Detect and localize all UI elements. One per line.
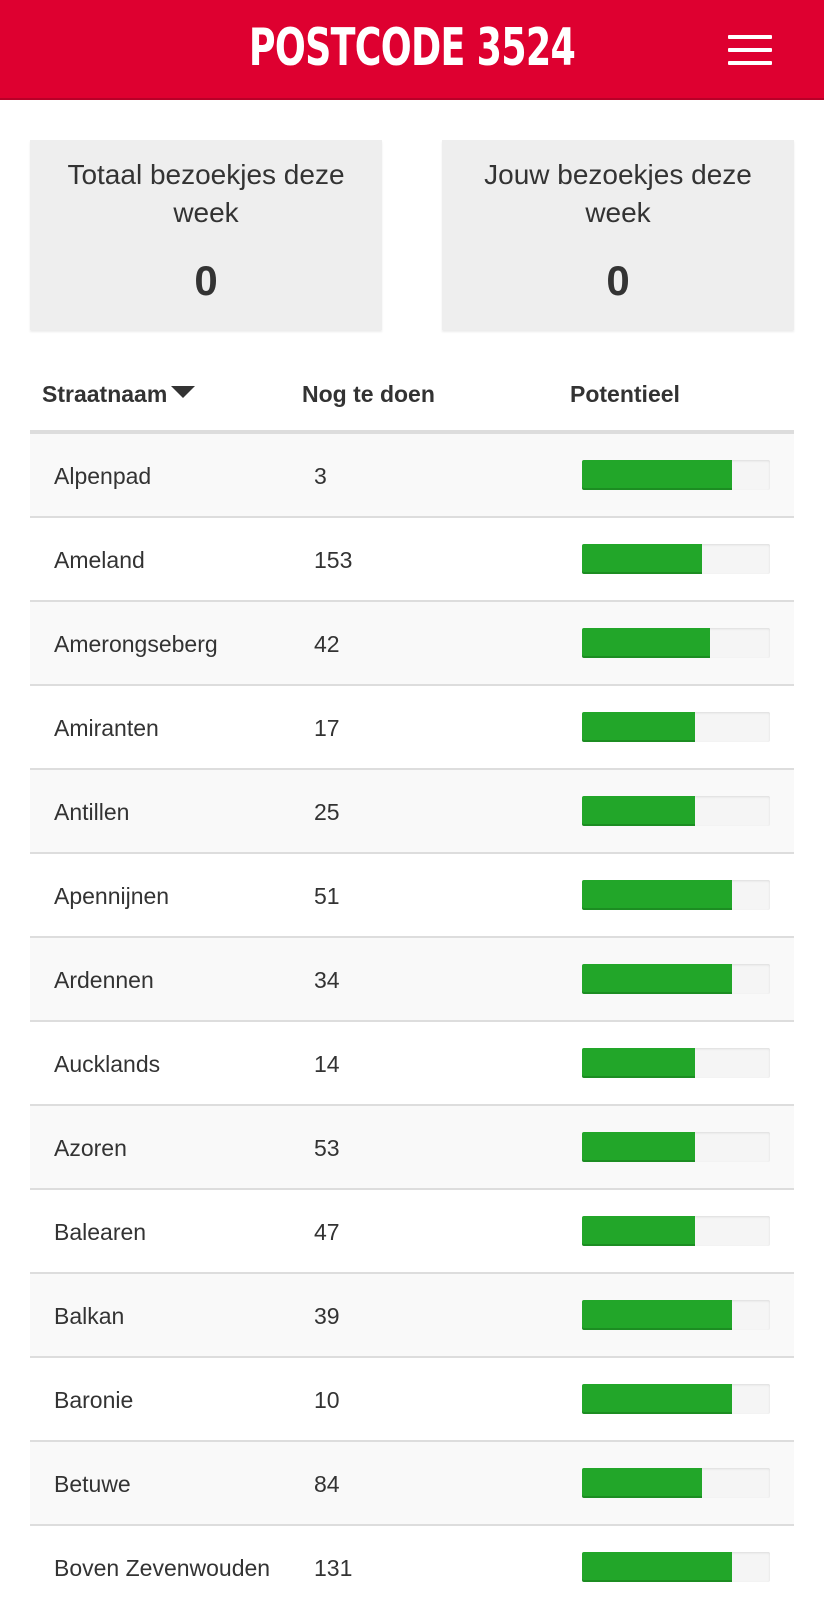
potential-bar: [582, 964, 770, 994]
street-name: Amiranten: [54, 715, 159, 741]
potential-bar: [582, 544, 770, 574]
table-header: Straatnaam Nog te doen Potentieel: [30, 360, 794, 434]
table-row[interactable]: Balkan 39: [30, 1274, 794, 1358]
street-name: Ameland: [54, 547, 145, 573]
todo-count: 10: [314, 1387, 340, 1413]
street-table-body: Alpenpad 3 Ameland 153 Amerongseberg 42 Amiran…: [30, 434, 794, 1600]
your-visits-label: Jouw bezoekjes deze week: [484, 159, 752, 228]
total-visits-value: 0: [194, 257, 218, 304]
potential-bar-fill: [582, 796, 695, 826]
table-row[interactable]: Ardennen 34: [30, 938, 794, 1022]
potential-bar: [582, 796, 770, 826]
street-name: Boven Zevenwouden: [54, 1555, 271, 1581]
street-name: Betuwe: [54, 1471, 131, 1497]
street-name: Ardennen: [54, 967, 154, 993]
table-row[interactable]: Aucklands 14: [30, 1022, 794, 1106]
menu-line: [728, 48, 772, 52]
street-name: Alpenpad: [54, 463, 152, 489]
potential-bar: [582, 1468, 770, 1498]
todo-count: 53: [314, 1135, 340, 1161]
potential-bar-fill: [582, 1552, 732, 1582]
potential-bar: [582, 1384, 770, 1414]
todo-count: 34: [314, 967, 340, 993]
street-name: Baronie: [54, 1387, 134, 1413]
page-title: POSTCODE 3524: [248, 18, 576, 78]
todo-count: 131: [314, 1555, 353, 1581]
potential-bar: [582, 1552, 770, 1582]
potential-bar-fill: [582, 1132, 695, 1162]
potential-bar: [582, 1300, 770, 1330]
street-name: Antillen: [54, 799, 130, 825]
todo-count: 47: [314, 1219, 340, 1245]
todo-count: 17: [314, 715, 340, 741]
street-name: Amerongseberg: [54, 631, 218, 657]
total-visits-card: Totaal bezoekjes deze week 0: [30, 140, 382, 330]
potential-bar: [582, 460, 770, 490]
column-header-street-name-label: Straatnaam: [42, 381, 168, 407]
todo-count: 153: [314, 547, 353, 573]
column-header-potential[interactable]: Potentieel: [570, 381, 680, 407]
potential-bar: [582, 1048, 770, 1078]
table-row[interactable]: Betuwe 84: [30, 1442, 794, 1526]
street-name: Apennijnen: [54, 883, 170, 909]
street-name: Azoren: [54, 1135, 127, 1161]
todo-count: 51: [314, 883, 340, 909]
street-name: Balearen: [54, 1219, 147, 1245]
menu-line: [728, 35, 772, 39]
potential-bar-fill: [582, 880, 732, 910]
street-name: Aucklands: [54, 1051, 161, 1077]
table-row[interactable]: Baronie 10: [30, 1358, 794, 1442]
potential-bar: [582, 1216, 770, 1246]
potential-bar-fill: [582, 1468, 702, 1498]
table-row[interactable]: Azoren 53: [30, 1106, 794, 1190]
potential-bar-fill: [582, 460, 732, 490]
table-row[interactable]: Alpenpad 3: [30, 434, 794, 518]
todo-count: 42: [314, 631, 340, 657]
potential-bar-fill: [582, 964, 732, 994]
potential-bar: [582, 1132, 770, 1162]
column-header-todo[interactable]: Nog te doen: [302, 381, 435, 407]
todo-count: 14: [314, 1051, 340, 1077]
todo-count: 3: [314, 463, 327, 489]
table-row[interactable]: Balearen 47: [30, 1190, 794, 1274]
column-header-street-name[interactable]: Straatnaam: [42, 378, 196, 410]
potential-bar-fill: [582, 1384, 732, 1414]
your-visits-value: 0: [606, 257, 630, 304]
potential-bar-fill: [582, 1300, 732, 1330]
street-name: Balkan: [54, 1303, 125, 1329]
table-row[interactable]: Apennijnen 51: [30, 854, 794, 938]
table-row[interactable]: Amerongseberg 42: [30, 602, 794, 686]
table-row[interactable]: Ameland 153: [30, 518, 794, 602]
table-row[interactable]: Boven Zevenwouden 131: [30, 1526, 794, 1600]
potential-bar-fill: [582, 544, 702, 574]
todo-count: 39: [314, 1303, 340, 1329]
caret-down-icon: [171, 386, 196, 398]
table-row[interactable]: Amiranten 17: [30, 686, 794, 770]
potential-bar: [582, 880, 770, 910]
potential-bar-fill: [582, 628, 710, 658]
total-visits-label: Totaal bezoekjes deze week: [67, 159, 345, 228]
todo-count: 84: [314, 1471, 340, 1497]
app-header: POSTCODE 3524: [0, 0, 824, 100]
your-visits-card: Jouw bezoekjes deze week 0: [442, 140, 794, 330]
hamburger-menu-icon[interactable]: [724, 30, 776, 70]
menu-line: [728, 61, 772, 65]
potential-bar: [582, 712, 770, 742]
table-row[interactable]: Antillen 25: [30, 770, 794, 854]
potential-bar-fill: [582, 1048, 695, 1078]
todo-count: 25: [314, 799, 340, 825]
potential-bar: [582, 628, 770, 658]
potential-bar-fill: [582, 1216, 695, 1246]
potential-bar-fill: [582, 712, 695, 742]
